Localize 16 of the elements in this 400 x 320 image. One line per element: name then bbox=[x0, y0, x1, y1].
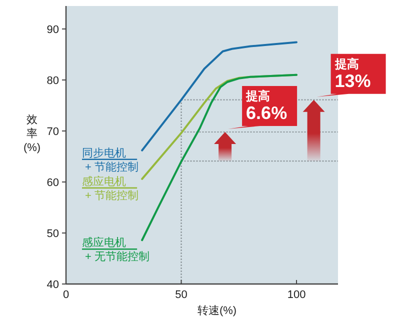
series-label: 感应电机 + 节能控制 bbox=[82, 174, 138, 202]
y-tick-label: 70 bbox=[46, 126, 59, 138]
y-axis-title: 效率(%) bbox=[23, 114, 41, 154]
annotation: 提高 6.6% bbox=[245, 88, 288, 123]
y-tick-label: 60 bbox=[46, 176, 59, 189]
x-tick-label: 0 bbox=[62, 289, 70, 301]
series-label: 感应电机 + 无节能控制 bbox=[82, 236, 150, 264]
annotation: 提高 13% bbox=[334, 56, 371, 91]
x-axis-title: 转速(%) bbox=[197, 304, 237, 317]
x-tick-label: 50 bbox=[175, 289, 188, 301]
y-tick-label: 90 bbox=[46, 24, 59, 36]
series-label: 同步电机 + 节能控制 bbox=[82, 146, 138, 174]
y-tick-label: 40 bbox=[46, 279, 59, 291]
x-tick-label: 100 bbox=[287, 289, 306, 301]
y-tick-label: 80 bbox=[46, 74, 59, 87]
y-tick-label: 50 bbox=[46, 228, 59, 240]
